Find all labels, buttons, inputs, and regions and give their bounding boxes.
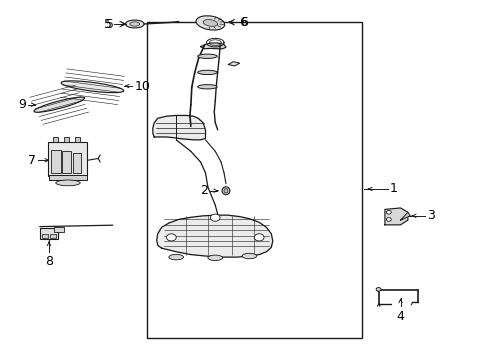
Polygon shape	[200, 43, 225, 49]
Circle shape	[210, 214, 220, 221]
Ellipse shape	[197, 54, 217, 58]
Bar	[49, 175, 86, 180]
Text: 9: 9	[18, 98, 26, 111]
Bar	[53, 137, 58, 142]
Circle shape	[386, 218, 390, 221]
Circle shape	[254, 234, 264, 241]
Ellipse shape	[125, 20, 144, 28]
Bar	[51, 149, 61, 173]
Bar	[73, 153, 81, 173]
Bar	[41, 234, 48, 238]
Circle shape	[375, 288, 380, 291]
Polygon shape	[34, 97, 84, 112]
Ellipse shape	[130, 22, 140, 26]
Ellipse shape	[242, 253, 256, 259]
Ellipse shape	[224, 189, 227, 193]
Text: 5: 5	[103, 18, 112, 31]
Bar	[50, 234, 56, 238]
Bar	[147, 22, 361, 338]
Bar	[62, 151, 71, 173]
Ellipse shape	[207, 255, 222, 261]
Bar	[75, 137, 80, 142]
Polygon shape	[228, 62, 239, 66]
Text: 5: 5	[105, 18, 114, 31]
Polygon shape	[61, 81, 123, 93]
Ellipse shape	[203, 19, 217, 26]
Circle shape	[386, 211, 390, 214]
Text: 1: 1	[389, 183, 397, 195]
Polygon shape	[157, 215, 272, 257]
Circle shape	[166, 234, 176, 241]
Text: 7: 7	[28, 154, 36, 167]
Text: 4: 4	[396, 310, 404, 323]
Bar	[48, 142, 87, 176]
Ellipse shape	[168, 255, 183, 260]
Text: 10: 10	[135, 80, 150, 93]
Bar	[40, 228, 58, 239]
Bar	[54, 227, 64, 231]
Text: 6: 6	[238, 16, 246, 29]
Polygon shape	[153, 116, 205, 140]
Ellipse shape	[197, 70, 217, 75]
Ellipse shape	[196, 16, 224, 30]
Ellipse shape	[222, 187, 229, 195]
Bar	[64, 137, 69, 142]
Polygon shape	[384, 208, 407, 225]
Text: 3: 3	[427, 210, 434, 222]
Text: 8: 8	[45, 255, 53, 267]
Ellipse shape	[56, 180, 80, 186]
Polygon shape	[400, 212, 409, 220]
Text: 2: 2	[200, 184, 207, 197]
Ellipse shape	[197, 85, 217, 89]
Text: 6: 6	[240, 16, 248, 29]
